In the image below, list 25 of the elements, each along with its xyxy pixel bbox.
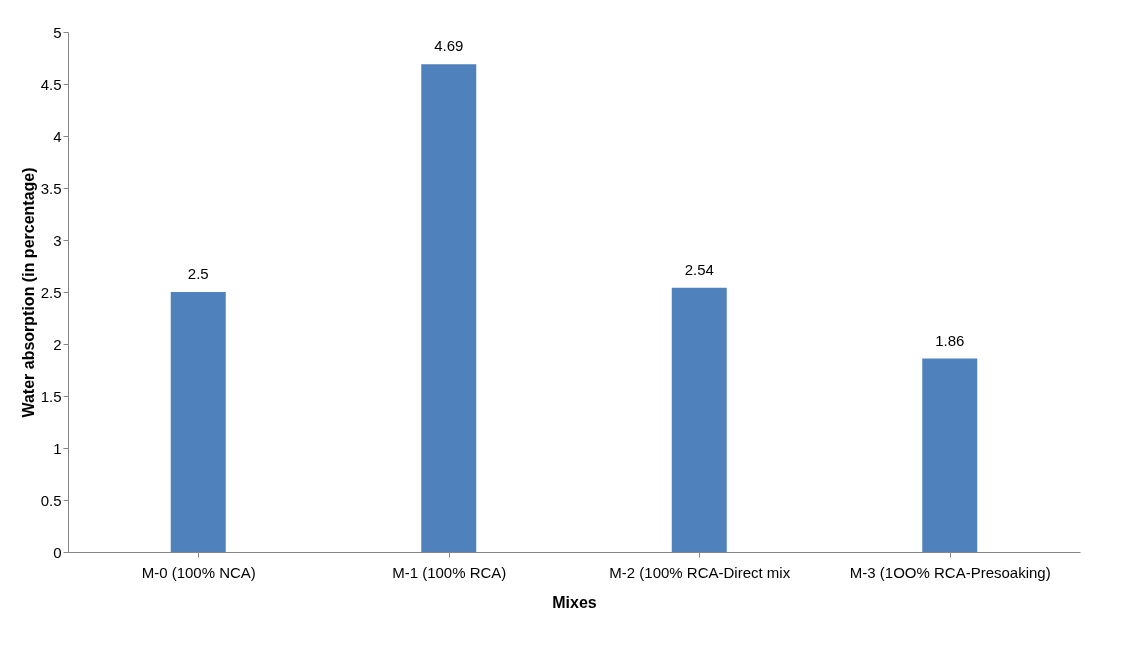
data-label: 2.5 xyxy=(187,265,209,282)
y-tick-label: 2 xyxy=(53,335,62,353)
data-label: 2.54 xyxy=(684,260,714,278)
y-tick-label: 0 xyxy=(53,543,62,561)
bar xyxy=(922,358,978,552)
y-tick-label: 5 xyxy=(53,23,62,41)
bar xyxy=(170,292,226,552)
y-tick-label: 1 xyxy=(53,439,62,457)
y-axis-title: Water absorption (in percentage) xyxy=(19,167,37,418)
x-tick-label: M-3 (1OO% RCA-Presoaking) xyxy=(849,563,1051,581)
y-tick-label: 2.5 xyxy=(40,283,62,301)
y-tick-label: 3 xyxy=(53,231,62,249)
x-axis-title: Mixes xyxy=(552,593,597,611)
y-tick-label: 0.5 xyxy=(40,491,62,509)
x-tick-label: M-1 (100% RCA) xyxy=(392,563,507,581)
bar xyxy=(421,64,477,552)
x-tick-label: M-0 (100% NCA) xyxy=(141,563,256,581)
y-tick-label: 1.5 xyxy=(40,387,62,405)
bar xyxy=(671,287,727,552)
data-label: 1.86 xyxy=(935,331,965,349)
y-tick-label: 4 xyxy=(53,127,62,145)
data-label: 4.69 xyxy=(434,37,464,55)
x-tick-label: M-2 (100% RCA-Direct mix xyxy=(609,563,791,581)
y-tick-label: 3.5 xyxy=(40,179,62,197)
y-tick-label: 4.5 xyxy=(40,75,62,93)
